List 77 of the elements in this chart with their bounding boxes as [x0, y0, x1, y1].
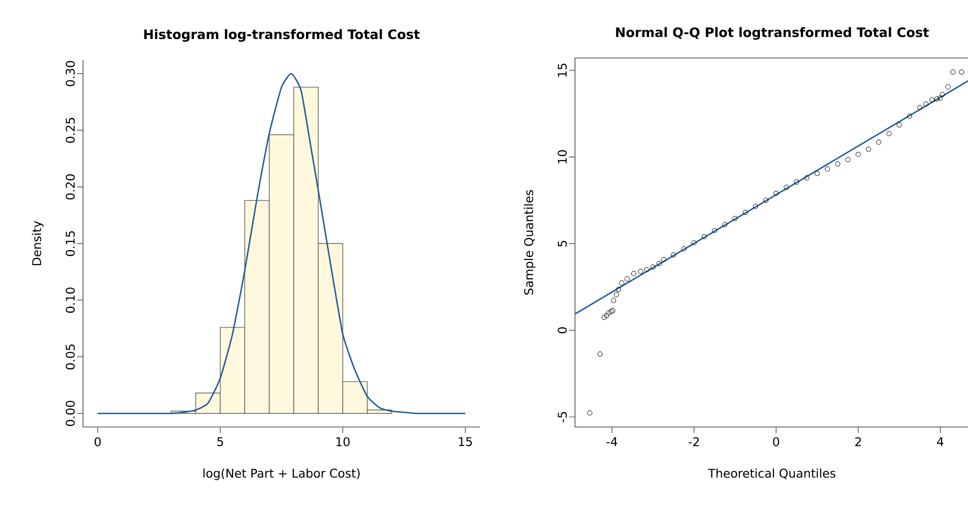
- point: [763, 198, 768, 203]
- point: [614, 292, 620, 298]
- point: [681, 246, 686, 252]
- point: [638, 268, 644, 274]
- point: [670, 252, 676, 258]
- point: [804, 175, 810, 180]
- y-tick-label: 5: [558, 240, 567, 247]
- point: [712, 228, 718, 234]
- point: [656, 261, 662, 266]
- point: [606, 310, 612, 316]
- x-axis-title: log(Net Part + Labor Cost): [203, 468, 360, 480]
- point: [602, 314, 607, 320]
- point: [661, 257, 666, 262]
- point: [896, 122, 902, 128]
- point: [794, 180, 800, 185]
- point: [930, 97, 935, 102]
- chart-title: Normal Q-Q Plot logtransformed Total Cost: [616, 27, 929, 40]
- chart-title: Histogram log-transformed Total Cost: [144, 29, 420, 42]
- y-tick-label: 0: [558, 327, 567, 334]
- point: [631, 271, 636, 276]
- line-series: [97, 72, 466, 414]
- point: [856, 152, 861, 157]
- x-tick-label: 10: [336, 437, 350, 446]
- point: [702, 234, 707, 240]
- point: [611, 298, 616, 303]
- point: [866, 146, 872, 152]
- point: [753, 204, 758, 209]
- y-tick-label: 10: [558, 150, 567, 164]
- point: [624, 276, 630, 282]
- point: [940, 92, 945, 98]
- x-tick-label: 0: [94, 437, 101, 446]
- x-tick-label: 4: [937, 437, 944, 446]
- point: [950, 69, 956, 75]
- y-tick-label: 0.05: [66, 344, 75, 370]
- point: [616, 287, 622, 292]
- x-tick-label: 5: [217, 437, 224, 446]
- point: [619, 280, 624, 286]
- point: [774, 190, 779, 196]
- y-tick-label: 0.15: [66, 231, 75, 256]
- point: [959, 69, 964, 75]
- x-tick-label: 15: [458, 437, 472, 446]
- point: [587, 410, 592, 416]
- y-axis-title: Sample Quantiles: [524, 190, 536, 295]
- point: [644, 267, 650, 272]
- point: [742, 210, 748, 215]
- y-axis-title: Density: [32, 221, 44, 266]
- point: [824, 166, 830, 172]
- point: [691, 240, 697, 246]
- point: [923, 102, 928, 107]
- point: [946, 84, 951, 90]
- point: [917, 105, 922, 110]
- point: [650, 264, 656, 270]
- point: [906, 114, 912, 119]
- x-tick-label: 2: [855, 437, 861, 446]
- point: [835, 161, 840, 166]
- y-tick-label: 0.10: [66, 288, 75, 313]
- y-tick-label: 0.00: [66, 400, 75, 426]
- point: [604, 313, 610, 318]
- point: [886, 131, 892, 136]
- x-tick-label: 0: [773, 437, 780, 446]
- point: [938, 95, 943, 101]
- point: [722, 222, 728, 228]
- point: [845, 157, 850, 162]
- point: [876, 140, 882, 145]
- x-axis-title: Theoretical Quantiles: [708, 468, 836, 480]
- point: [597, 351, 603, 357]
- point: [814, 170, 820, 176]
- point: [784, 184, 789, 190]
- x-tick-label: -2: [688, 437, 699, 446]
- y-tick-label: 0.25: [66, 118, 75, 143]
- x-tick-label: -4: [606, 437, 618, 446]
- y-tick-label: 0.20: [66, 174, 75, 200]
- point: [732, 216, 738, 222]
- y-tick-label: 0.30: [66, 61, 75, 86]
- y-tick-label: 15: [558, 64, 567, 77]
- y-tick-label: -5: [558, 412, 567, 422]
- point: [934, 96, 940, 102]
